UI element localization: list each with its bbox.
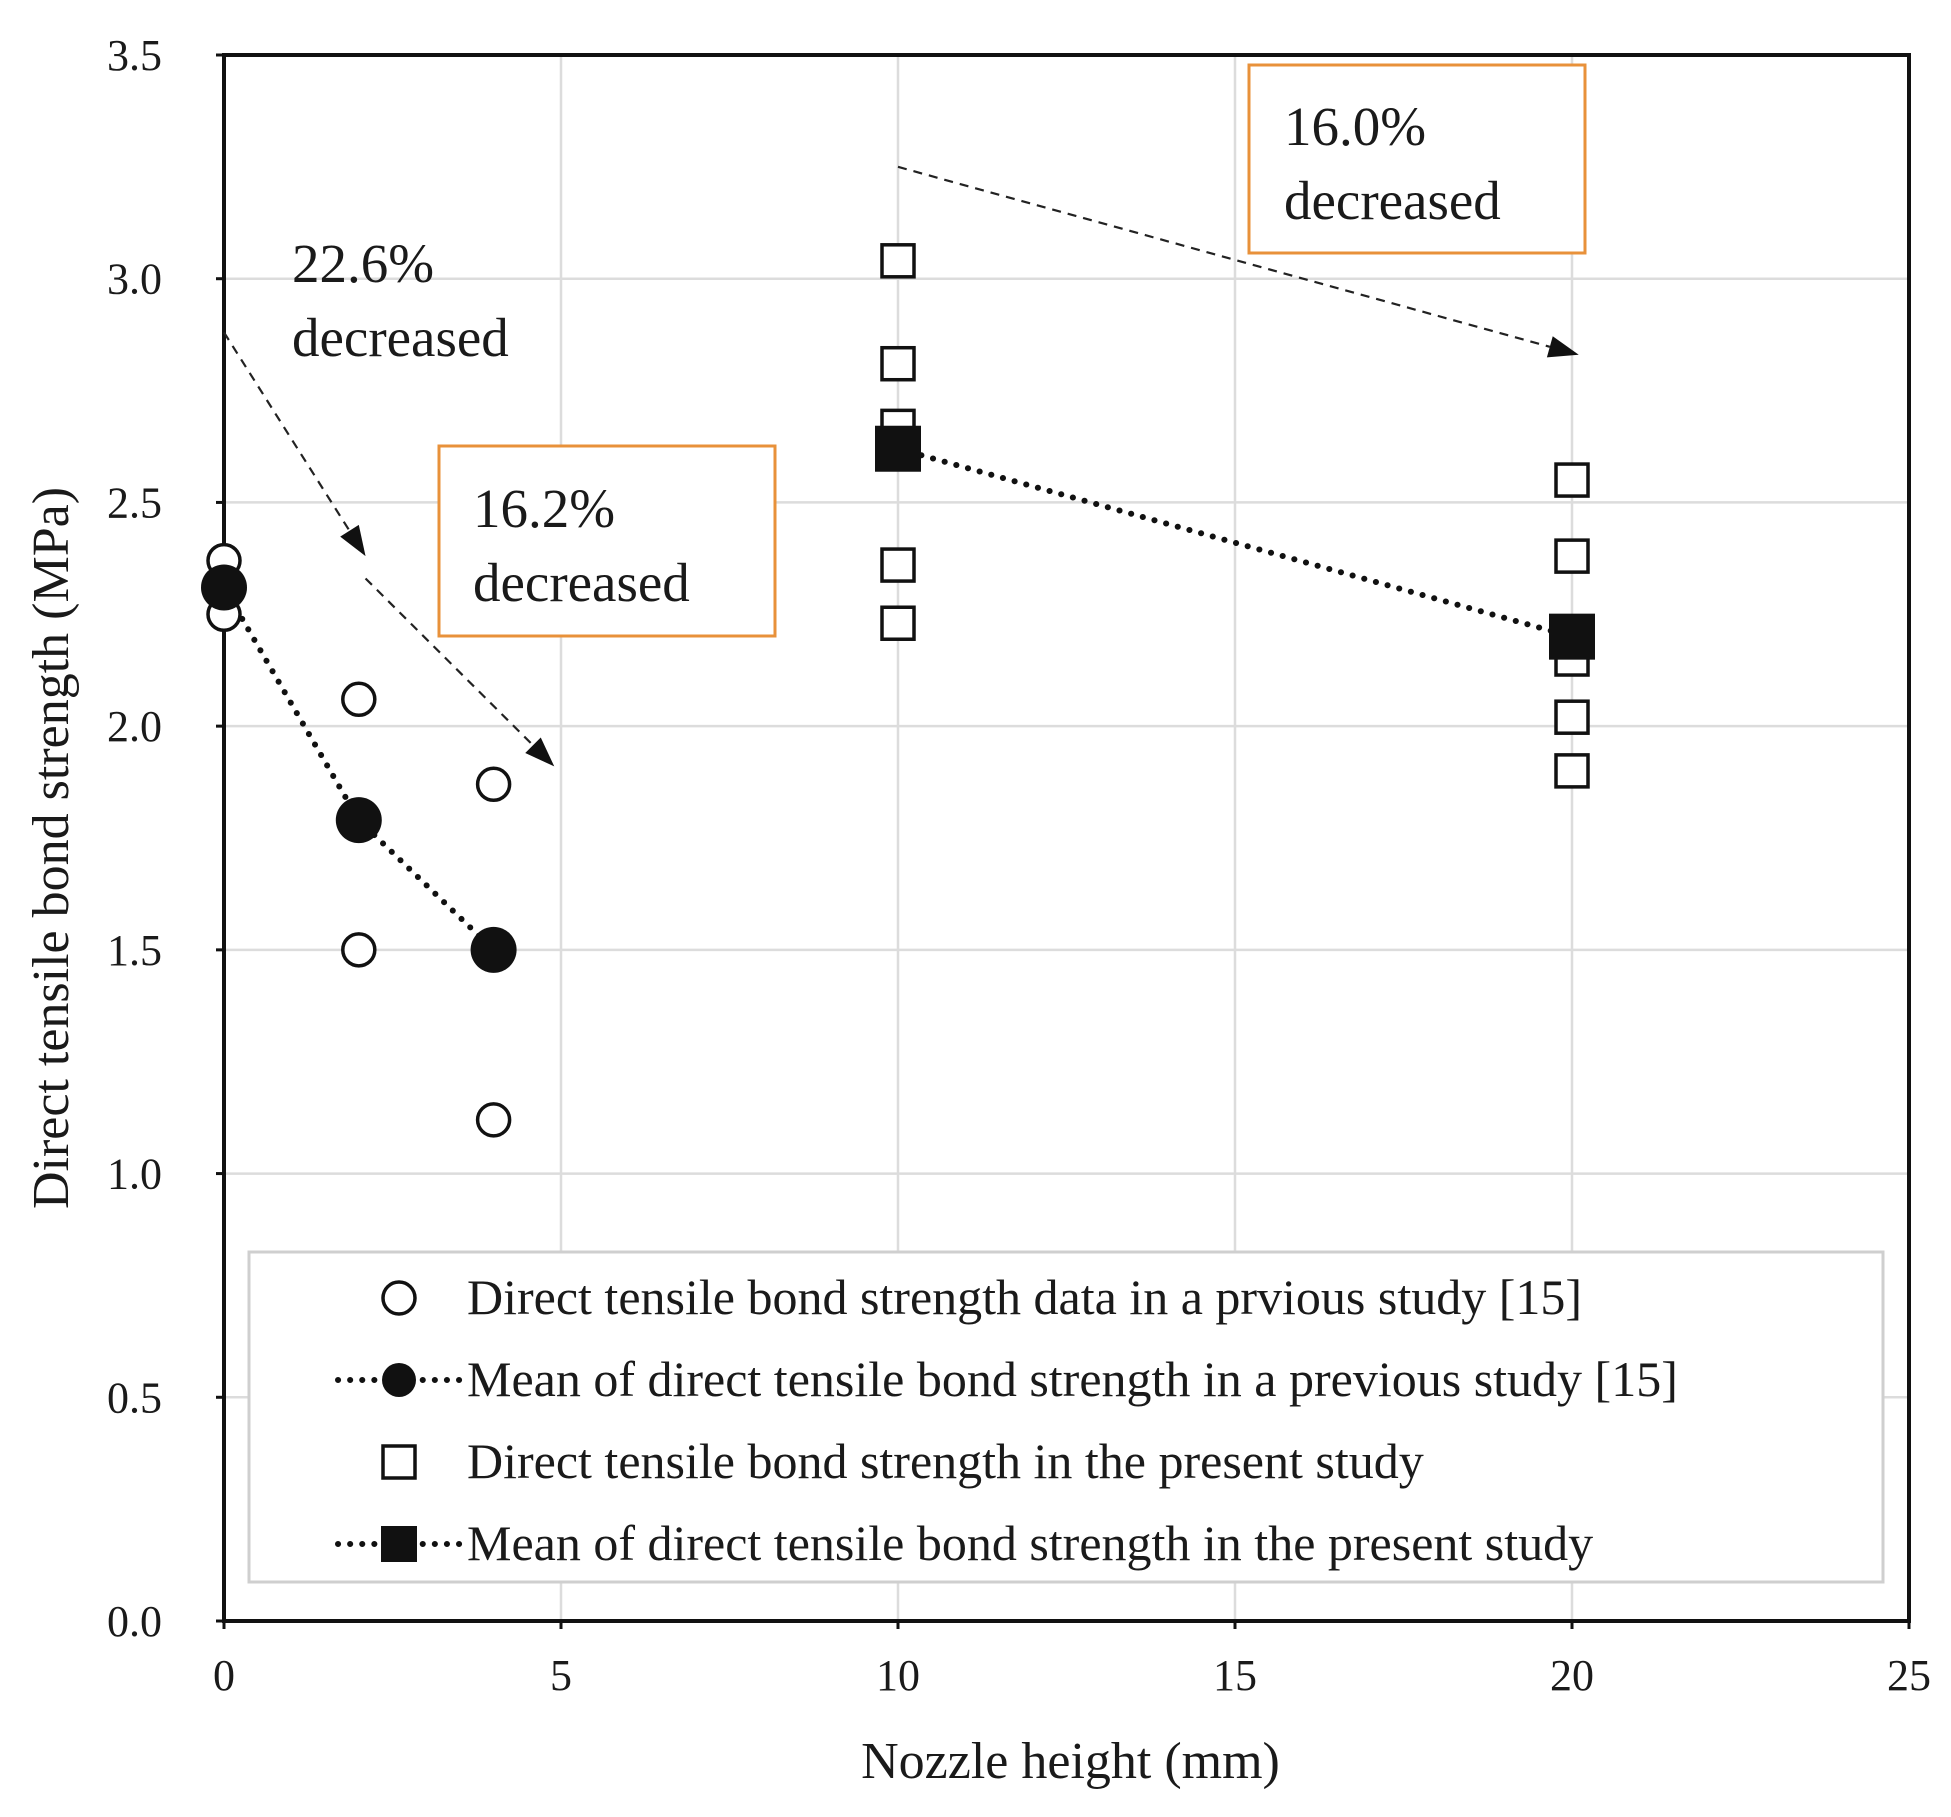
annotation-22-6-value: 22.6%	[292, 233, 434, 294]
mean-line	[895, 445, 1575, 640]
legend-box	[247, 1250, 1885, 1584]
legend-entry-previous-data: Direct tensile bond strength data in a p…	[381, 1269, 1582, 1325]
legend-filled-circle-icon	[382, 1363, 416, 1397]
y-tick-label: 1.5	[107, 926, 162, 975]
y-tick-label: 0.0	[107, 1597, 162, 1646]
data-point-mean-square	[875, 425, 921, 472]
plot-area-frame	[222, 53, 1911, 1623]
y-tick-label: 3.0	[107, 255, 162, 304]
legend: Direct tensile bond strength data in a p…	[247, 1250, 1885, 1584]
mean-line	[221, 584, 497, 953]
data-point-mean-circle	[201, 564, 247, 611]
legend-entry-previous-mean: Mean of direct tensile bond strength in …	[335, 1351, 1678, 1407]
annotation-16-0-label: decreased	[1284, 170, 1501, 231]
x-tick-label: 20	[1550, 1651, 1594, 1700]
data-point-open-square	[1554, 538, 1590, 574]
x-tick-label: 10	[876, 1651, 920, 1700]
x-tick-label: 5	[550, 1651, 572, 1700]
legend-entry-present-mean: Mean of direct tensile bond strength in …	[335, 1515, 1593, 1571]
data-point-open-square	[1554, 462, 1590, 498]
trend-arrows	[223, 165, 1579, 767]
annotation-22-6-label: decreased	[292, 307, 509, 368]
annotation-16-2: 16.2% decreased	[437, 444, 777, 638]
data-point-open-circle	[475, 766, 512, 803]
x-axis-title: Nozzle height (mm)	[861, 1733, 1280, 1790]
data-markers	[201, 243, 1595, 1138]
axis-ticks: 0 5 10 15 20 25 0.0 0.5 1.0 1.5 2.0 2.5 3.0 3.5	[107, 31, 1931, 1700]
legend-label: Mean of direct tensile bond strength in …	[467, 1351, 1678, 1407]
legend-filled-square-icon	[381, 1526, 417, 1562]
data-point-open-square	[880, 243, 916, 279]
x-tick-label: 0	[213, 1651, 235, 1700]
arrow-shaft	[897, 165, 1551, 348]
data-point-open-circle	[475, 1102, 512, 1138]
arrow-shaft	[223, 331, 351, 532]
legend-label: Direct tensile bond strength data in a p…	[467, 1269, 1582, 1325]
y-tick-label: 2.0	[107, 702, 162, 751]
y-axis-title: Direct tensile bond strength (MPa)	[23, 487, 80, 1209]
arrow-head-icon	[340, 524, 366, 557]
y-tick-label: 3.5	[107, 31, 162, 80]
annotation-16-2-label: decreased	[473, 552, 690, 613]
annotation-22-6: 22.6% decreased	[292, 233, 509, 368]
arrow-head-icon	[1546, 336, 1579, 358]
legend-open-square-icon	[381, 1444, 417, 1480]
data-point-open-circle	[341, 932, 377, 968]
legend-label: Mean of direct tensile bond strength in …	[467, 1515, 1593, 1571]
data-point-mean-circle	[470, 926, 517, 973]
data-point-open-square	[1554, 699, 1590, 735]
data-point-open-square	[1554, 753, 1590, 789]
annotation-16-2-box	[437, 444, 777, 638]
legend-open-circle-icon	[381, 1280, 417, 1316]
arrow-head-icon	[525, 737, 555, 767]
data-point-open-circle	[341, 681, 377, 718]
y-tick-label: 0.5	[107, 1373, 162, 1422]
y-tick-label: 1.0	[107, 1150, 162, 1199]
x-tick-label: 15	[1213, 1651, 1257, 1700]
annotation-16-0-value: 16.0%	[1284, 96, 1426, 157]
y-tick-label: 2.5	[107, 478, 162, 527]
data-point-open-square	[880, 345, 916, 382]
annotation-16-2-value: 16.2%	[473, 478, 615, 539]
data-point-mean-square	[1549, 613, 1595, 660]
x-tick-label: 25	[1887, 1651, 1931, 1700]
legend-entry-present-data: Direct tensile bond strength in the pres…	[381, 1433, 1424, 1489]
data-point-open-square	[880, 605, 916, 641]
legend-label: Direct tensile bond strength in the pres…	[467, 1433, 1424, 1489]
arrow-shaft	[364, 577, 534, 747]
data-point-mean-circle	[335, 797, 382, 844]
annotation-16-0-box	[1247, 63, 1587, 255]
annotation-16-0: 16.0% decreased	[1247, 63, 1587, 255]
data-point-open-square	[880, 547, 916, 583]
